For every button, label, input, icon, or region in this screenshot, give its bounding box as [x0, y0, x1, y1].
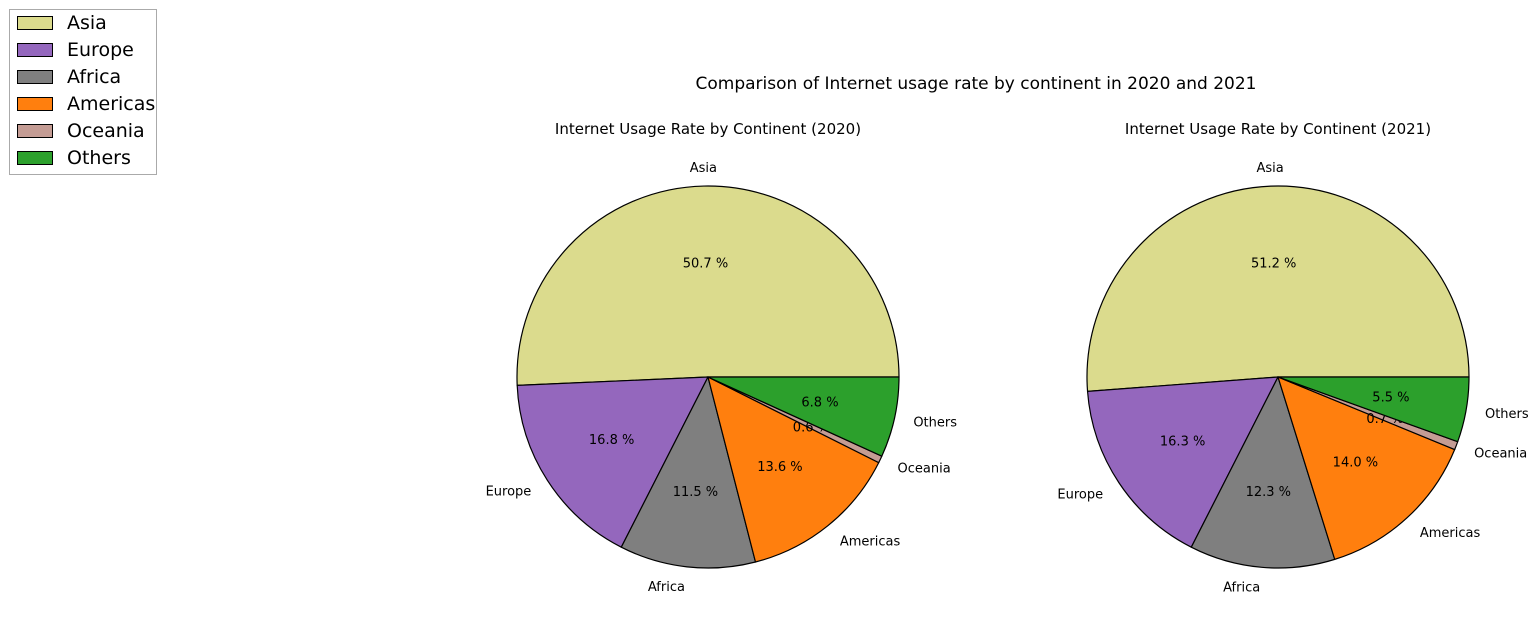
- pie-slice-asia-2020: [516, 185, 900, 386]
- pie-category-label-asia-2020: Asia: [690, 161, 717, 176]
- pie-pct-label-asia-2020: 50.7 %: [683, 256, 728, 271]
- pie-category-label-africa-2021: Africa: [1223, 580, 1260, 595]
- legend-label-europe: Europe: [67, 39, 134, 61]
- pie-pct-label-others-2020: 6.8 %: [801, 395, 838, 410]
- pie-slice-asia-2021: [1086, 185, 1470, 392]
- legend-label-asia: Asia: [67, 12, 107, 34]
- legend-label-oceania: Oceania: [67, 120, 145, 142]
- legend-label-others: Others: [67, 147, 131, 169]
- pie-category-label-oceania-2021: Oceania: [1474, 446, 1527, 461]
- pie-chart-2021: Internet Usage Rate by Continent (2021) …: [1057, 120, 1528, 595]
- legend-swatch-asia: [17, 16, 53, 30]
- pie-category-label-americas-2020: Americas: [840, 535, 901, 550]
- pie-slice-europe-2021: [1086, 376, 1279, 548]
- pie-chart-2020: Internet Usage Rate by Continent (2020) …: [486, 120, 958, 595]
- pie-category-label-africa-2020: Africa: [648, 580, 685, 595]
- pie-title-2021: Internet Usage Rate by Continent (2021): [1125, 120, 1431, 138]
- pie-category-label-others-2021: Others: [1485, 407, 1529, 422]
- pie-category-label-others-2020: Others: [913, 416, 957, 431]
- legend: Asia Europe Africa Americas Oceania Othe…: [9, 9, 157, 175]
- pie-slice-others-2021: [1277, 376, 1470, 443]
- pie-pct-label-africa-2020: 11.5 %: [673, 485, 718, 500]
- legend-item-oceania: Oceania: [17, 120, 145, 142]
- pie-title-2020: Internet Usage Rate by Continent (2020): [555, 120, 861, 138]
- legend-item-others: Others: [17, 147, 131, 169]
- legend-item-africa: Africa: [17, 66, 121, 88]
- pie-pct-label-americas-2021: 14.0 %: [1333, 456, 1378, 471]
- pie-pct-label-europe-2020: 16.8 %: [589, 433, 634, 448]
- legend-item-asia: Asia: [17, 12, 107, 34]
- pie-slice-africa-2020: [620, 376, 757, 569]
- pie-slice-americas-2021: [1277, 376, 1456, 560]
- pie-slice-europe-2020: [516, 376, 709, 548]
- pie-slice-americas-2020: [707, 376, 880, 563]
- legend-swatch-africa: [17, 70, 53, 84]
- pie-category-label-americas-2021: Americas: [1420, 526, 1481, 541]
- legend-swatch-americas: [17, 97, 53, 111]
- pie-slice-others-2020: [707, 376, 900, 457]
- legend-swatch-others: [17, 151, 53, 165]
- pie-pct-label-africa-2021: 12.3 %: [1246, 485, 1291, 500]
- pie-category-label-europe-2021: Europe: [1057, 487, 1103, 502]
- pie-category-label-asia-2021: Asia: [1256, 161, 1283, 176]
- figure-suptitle: Comparison of Internet usage rate by con…: [696, 74, 1257, 94]
- pie-category-label-oceania-2020: Oceania: [898, 462, 951, 477]
- pie-slice-africa-2021: [1190, 376, 1336, 569]
- legend-swatch-oceania: [17, 124, 53, 138]
- pie-category-label-europe-2020: Europe: [486, 485, 532, 500]
- pie-pct-label-americas-2020: 13.6 %: [757, 460, 802, 475]
- pie-pct-label-europe-2021: 16.3 %: [1160, 435, 1205, 450]
- pie-pct-label-others-2021: 5.5 %: [1372, 391, 1409, 406]
- legend-swatch-europe: [17, 43, 53, 57]
- legend-item-americas: Americas: [17, 93, 155, 115]
- legend-label-africa: Africa: [67, 66, 122, 88]
- legend-label-americas: Americas: [67, 93, 156, 115]
- pie-pct-label-asia-2021: 51.2 %: [1251, 256, 1296, 271]
- legend-item-europe: Europe: [17, 39, 134, 61]
